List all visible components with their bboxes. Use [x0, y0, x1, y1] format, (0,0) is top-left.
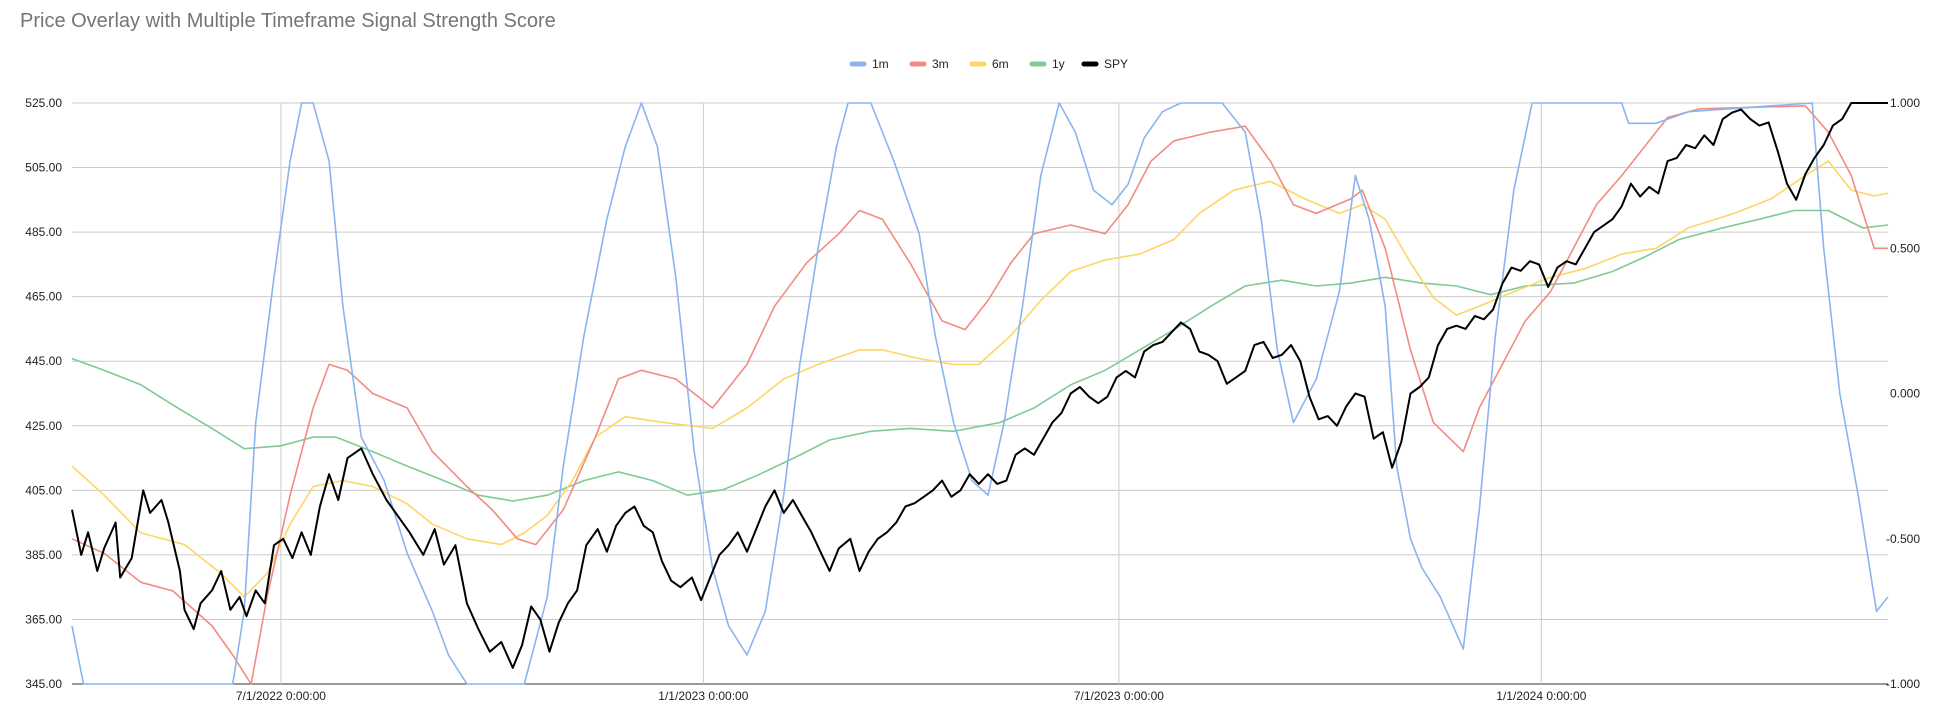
- y-left-tick-label: 505.00: [25, 161, 62, 175]
- x-tick-label: 7/1/2023 0:00:00: [1074, 689, 1164, 703]
- legend: 1m 3m 6m 1y SPY: [849, 57, 1128, 71]
- y-left-tick-label: 425.00: [25, 419, 62, 433]
- y-right-tick-label: -0.500: [1886, 532, 1920, 546]
- y-left-tick-label: 365.00: [25, 612, 62, 626]
- y-left-tick-label: 385.00: [25, 548, 62, 562]
- y-left-tick-label: 405.00: [25, 483, 62, 497]
- legend-label-1y: 1y: [1052, 57, 1065, 71]
- gridlines: [72, 102, 1888, 685]
- series-line-6m: [71, 160, 1889, 598]
- x-tick-label: 1/1/2024 0:00:00: [1496, 689, 1586, 703]
- series-layer: [71, 102, 1889, 685]
- series-line-3m: [71, 105, 1888, 685]
- x-tick-label: 1/1/2023 0:00:00: [658, 689, 748, 703]
- y-left-tick-label: 445.00: [25, 354, 62, 368]
- x-tick-label: 7/1/2022 0:00:00: [236, 689, 326, 703]
- y-right-tick-label: -1.000: [1886, 677, 1920, 691]
- y-left-tick-label: 345.00: [25, 677, 62, 691]
- y-right-tick-label: 0.000: [1890, 387, 1920, 401]
- series-line-spy: [71, 102, 1888, 669]
- legend-label-spy: SPY: [1104, 57, 1128, 71]
- series-line-1m: [71, 102, 1889, 685]
- legend-label-6m: 6m: [992, 57, 1009, 71]
- legend-label-3m: 3m: [932, 57, 949, 71]
- chart-title: Price Overlay with Multiple Timeframe Si…: [20, 10, 556, 32]
- y-right-tick-label: 1.000: [1890, 96, 1920, 110]
- legend-label-1m: 1m: [872, 57, 889, 71]
- y-right-tick-label: 0.500: [1890, 241, 1920, 255]
- axis-labels: 345.00 365.00 385.00 405.00 425.00 445.00 465.…: [25, 96, 1920, 703]
- y-left-tick-label: 485.00: [25, 225, 62, 239]
- series-line-1y: [71, 209, 1889, 502]
- y-left-tick-label: 465.00: [25, 290, 62, 304]
- y-left-tick-label: 525.00: [25, 96, 62, 110]
